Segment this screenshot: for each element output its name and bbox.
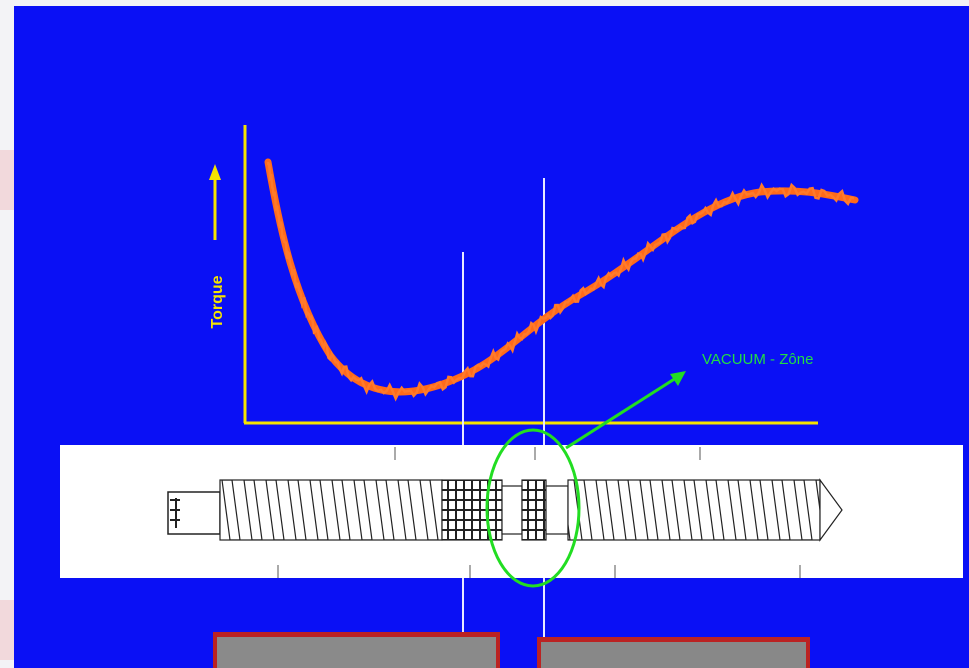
photo (541, 642, 806, 668)
curve-noise-line (266, 161, 855, 402)
screw-flights (567, 479, 821, 541)
arrow-head (209, 164, 221, 180)
screw-shaft (501, 485, 523, 535)
edge-accent (0, 600, 14, 660)
zone-marker (485, 428, 581, 588)
zone-label: VACUUM - Zône (702, 351, 813, 368)
screw-tip (819, 478, 843, 542)
screw-shaft (545, 485, 569, 535)
screw-ticks (277, 447, 801, 578)
edge-accent (0, 150, 14, 210)
kneading-block (441, 479, 503, 541)
screw-flights (219, 479, 443, 541)
axis-label: Torque (209, 275, 226, 328)
zone-arrow-head (670, 371, 686, 386)
zone-arrow (565, 376, 677, 450)
screw-spline (170, 498, 180, 528)
curve-noise (266, 161, 855, 402)
photo (217, 637, 496, 668)
seal-element (521, 479, 547, 541)
